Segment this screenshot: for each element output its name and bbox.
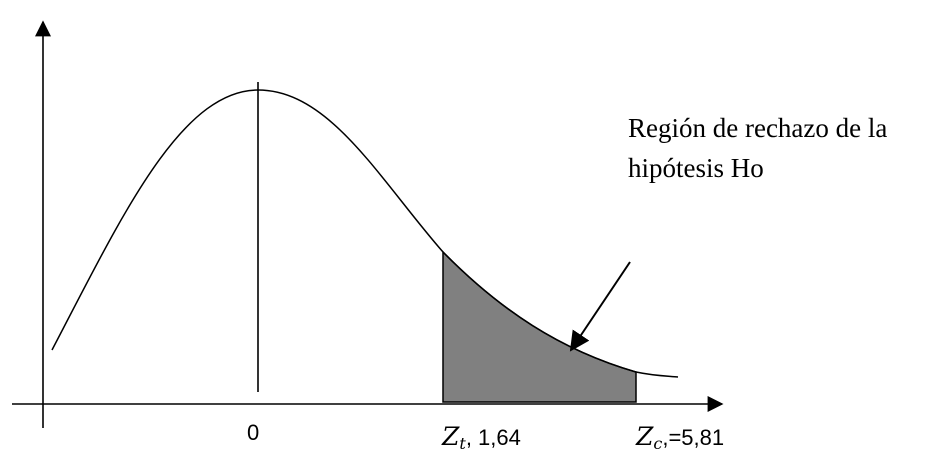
- rejection-region-label: Región de rechazo de la hipótesis Ho: [628, 108, 943, 188]
- zc-label: Zc,=5,81: [636, 422, 724, 453]
- zc-subscript: c: [653, 434, 663, 454]
- zt-symbol: Z: [442, 422, 460, 451]
- region-label-line2: hipótesis Ho: [628, 153, 764, 183]
- zc-symbol: Z: [636, 422, 654, 451]
- normal-curve: [51, 89, 679, 378]
- rejection-region: [442, 250, 637, 403]
- tick-label-zero: 0: [247, 420, 260, 445]
- region-label-line1: Región de rechazo de la: [628, 113, 888, 143]
- zt-label: Zt, 1,64: [442, 422, 521, 453]
- pointer-arrow: [569, 261, 631, 352]
- zt-subscript: t: [459, 434, 466, 454]
- zt-value: , 1,64: [465, 425, 521, 450]
- zc-value: ,=5,81: [662, 425, 725, 450]
